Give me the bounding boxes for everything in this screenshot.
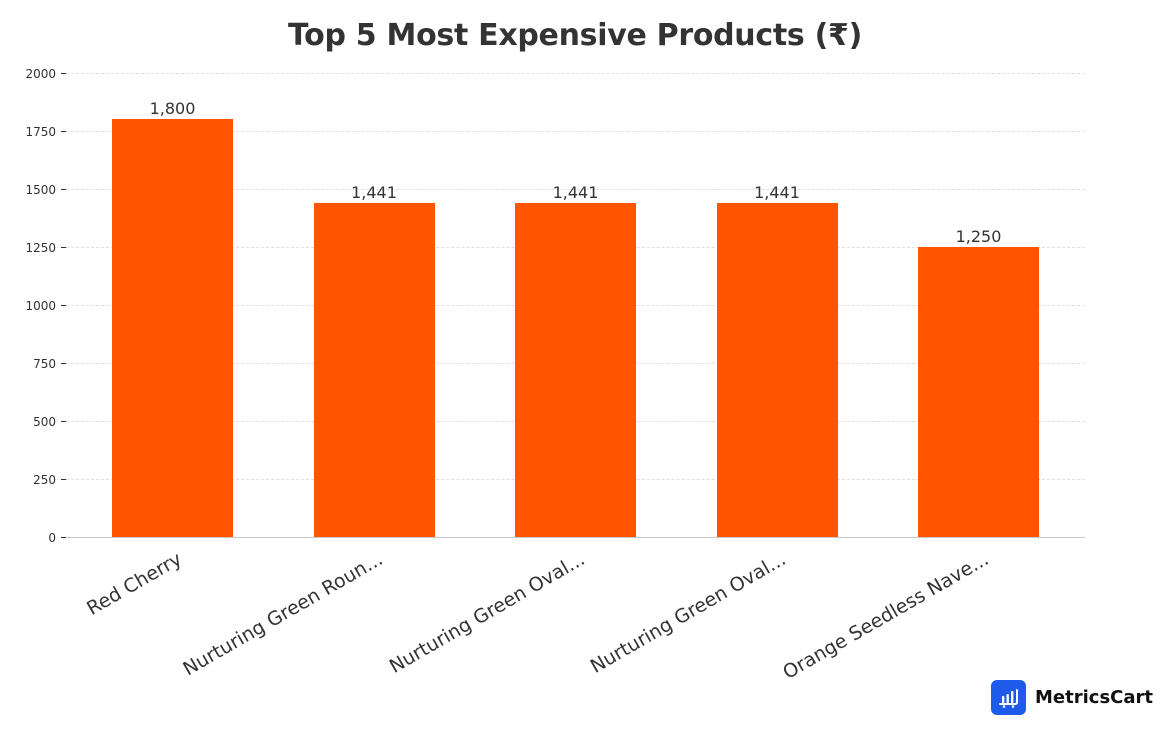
bar[interactable] bbox=[515, 202, 636, 537]
y-tick bbox=[61, 421, 66, 422]
gridline bbox=[66, 73, 1085, 74]
y-tick-label: 250 bbox=[33, 473, 56, 487]
y-tick-label: 0 bbox=[48, 531, 56, 545]
y-tick bbox=[61, 131, 66, 132]
y-tick-label: 1000 bbox=[25, 299, 56, 313]
gridline bbox=[66, 189, 1085, 190]
brand-name: MetricsCart bbox=[1035, 687, 1153, 708]
y-tick-label: 500 bbox=[33, 415, 56, 429]
y-tick-label: 750 bbox=[33, 357, 56, 371]
y-tick bbox=[61, 189, 66, 190]
y-tick bbox=[61, 537, 66, 538]
bar[interactable] bbox=[313, 202, 435, 537]
chart-title: Top 5 Most Expensive Products (₹) bbox=[288, 18, 862, 53]
bar-value-label: 1,800 bbox=[149, 99, 196, 119]
bar[interactable] bbox=[112, 119, 233, 537]
bar[interactable] bbox=[716, 202, 838, 537]
x-tick-label: Nurturing Green Oval... bbox=[385, 548, 589, 678]
y-tick-label: 1750 bbox=[25, 125, 56, 139]
bar[interactable] bbox=[918, 247, 1039, 537]
x-tick-label: Red Cherry bbox=[82, 548, 186, 620]
gridline bbox=[66, 131, 1085, 132]
bar-value-label: 1,441 bbox=[754, 182, 800, 202]
x-tick-label: Nurturing Green Oval... bbox=[586, 548, 790, 678]
y-tick-label: 1500 bbox=[25, 183, 56, 197]
y-tick-label: 2000 bbox=[25, 67, 56, 81]
bar-value-label: 1,441 bbox=[351, 182, 397, 202]
y-tick bbox=[61, 305, 66, 306]
y-tick bbox=[61, 73, 66, 74]
y-tick bbox=[61, 479, 66, 480]
bar-chart-cart-icon bbox=[991, 680, 1026, 715]
x-tick-label: Nurturing Green Roun... bbox=[179, 548, 387, 681]
bar-value-label: 1,441 bbox=[552, 182, 599, 202]
x-tick-label: Orange Seedless Nave... bbox=[778, 548, 992, 684]
y-tick bbox=[61, 247, 66, 248]
bar-value-label: 1,250 bbox=[955, 227, 1002, 246]
y-tick-label: 1250 bbox=[25, 241, 56, 255]
brand-logo: MetricsCart bbox=[991, 680, 1153, 715]
x-axis bbox=[66, 537, 1085, 538]
y-tick bbox=[61, 363, 66, 364]
